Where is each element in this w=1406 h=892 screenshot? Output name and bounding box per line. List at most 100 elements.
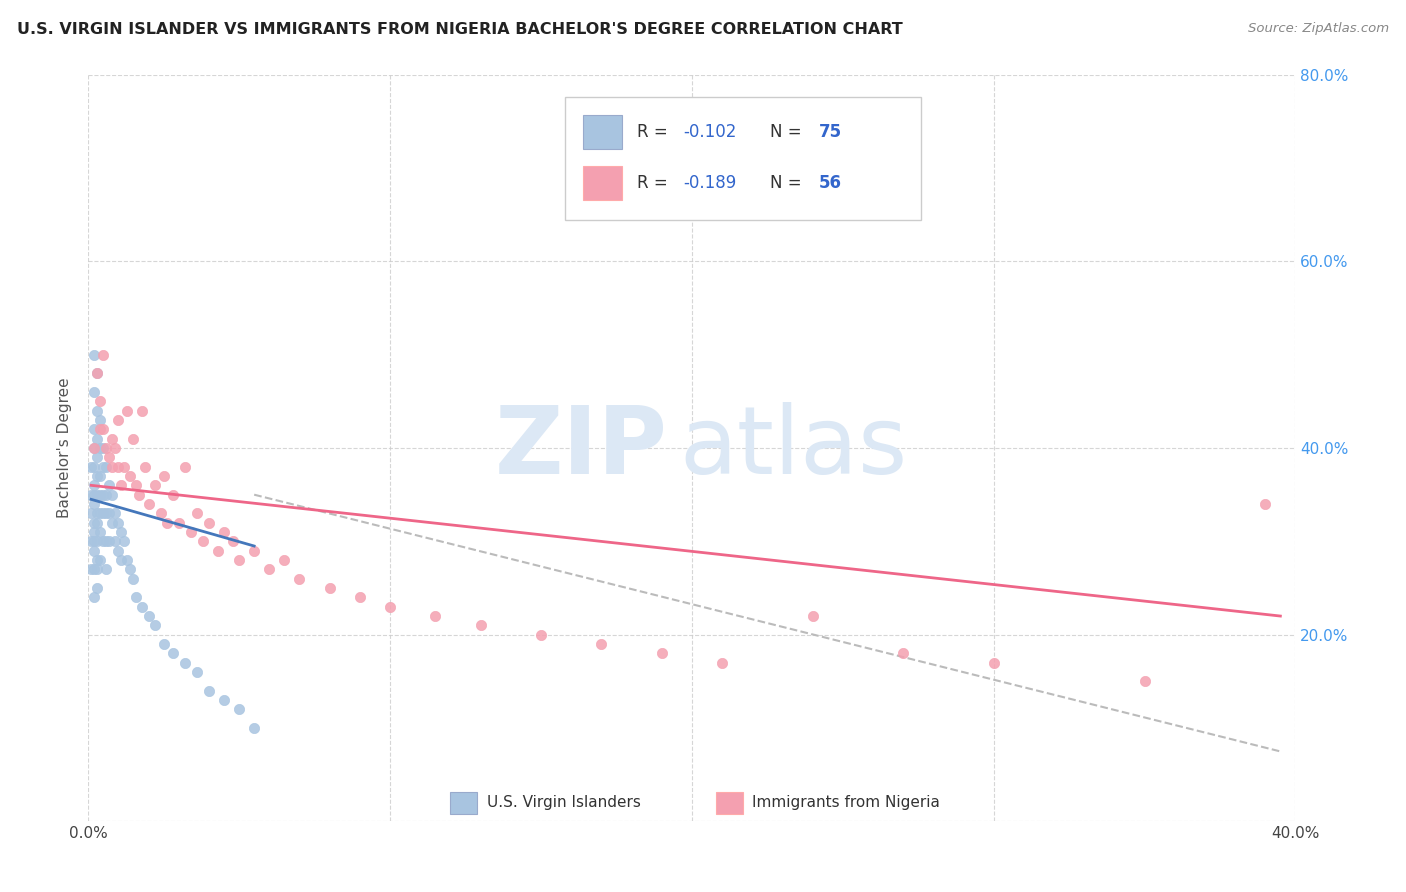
Point: [156, 516, 179, 530]
Point: [98, 450, 121, 465]
Point: [101, 459, 124, 474]
Point: [98, 534, 121, 549]
Point: [83, 543, 105, 558]
Point: [98, 507, 121, 521]
Point: [83, 534, 105, 549]
Point: [80, 534, 103, 549]
Point: [86, 488, 108, 502]
Point: [131, 403, 153, 417]
Point: [80, 459, 103, 474]
Point: [143, 478, 166, 492]
Point: [349, 591, 371, 605]
Point: [89, 413, 111, 427]
Text: atlas: atlas: [679, 402, 908, 494]
Point: [83, 497, 105, 511]
Point: [89, 553, 111, 567]
Point: [91, 488, 114, 502]
Y-axis label: Bachelor's Degree: Bachelor's Degree: [58, 377, 72, 518]
Point: [378, 599, 401, 614]
Point: [107, 413, 129, 427]
Point: [89, 469, 111, 483]
Point: [96, 534, 118, 549]
Point: [125, 591, 148, 605]
Point: [207, 543, 229, 558]
Point: [104, 507, 127, 521]
FancyBboxPatch shape: [565, 97, 921, 220]
Point: [180, 524, 202, 539]
Point: [89, 422, 111, 436]
Point: [86, 469, 108, 483]
Point: [86, 403, 108, 417]
Point: [83, 562, 105, 576]
Point: [273, 553, 295, 567]
Point: [134, 459, 156, 474]
Point: [243, 543, 266, 558]
Point: [120, 469, 142, 483]
Point: [91, 422, 114, 436]
Point: [198, 683, 221, 698]
Text: U.S. VIRGIN ISLANDER VS IMMIGRANTS FROM NIGERIA BACHELOR'S DEGREE CORRELATION CH: U.S. VIRGIN ISLANDER VS IMMIGRANTS FROM …: [17, 22, 903, 37]
Point: [891, 647, 914, 661]
Point: [86, 516, 108, 530]
Point: [173, 656, 195, 670]
Point: [152, 469, 174, 483]
Text: 56: 56: [818, 174, 842, 192]
Point: [143, 618, 166, 632]
Point: [125, 478, 148, 492]
Point: [83, 591, 105, 605]
Point: [86, 432, 108, 446]
Point: [138, 609, 160, 624]
Point: [110, 524, 132, 539]
Point: [80, 488, 103, 502]
Text: -0.189: -0.189: [683, 174, 737, 192]
Point: [83, 478, 105, 492]
Point: [138, 497, 160, 511]
Point: [89, 441, 111, 455]
Point: [186, 507, 208, 521]
Point: [222, 534, 245, 549]
Point: [198, 516, 221, 530]
Point: [162, 647, 184, 661]
Point: [983, 656, 1005, 670]
Point: [122, 572, 145, 586]
Point: [83, 348, 105, 362]
Point: [107, 459, 129, 474]
Text: Source: ZipAtlas.com: Source: ZipAtlas.com: [1249, 22, 1389, 36]
Point: [80, 562, 103, 576]
Point: [318, 581, 340, 595]
Point: [89, 507, 111, 521]
Point: [91, 507, 114, 521]
Bar: [716, 791, 742, 814]
Point: [86, 507, 108, 521]
Text: -0.102: -0.102: [683, 123, 737, 141]
Text: N =: N =: [770, 123, 807, 141]
Point: [83, 422, 105, 436]
Text: R =: R =: [637, 123, 673, 141]
Point: [1254, 497, 1277, 511]
Point: [186, 665, 208, 679]
Point: [86, 562, 108, 576]
Bar: [450, 791, 477, 814]
Point: [117, 403, 139, 417]
Point: [711, 656, 734, 670]
Text: U.S. Virgin Islanders: U.S. Virgin Islanders: [486, 796, 641, 810]
Point: [122, 432, 145, 446]
Point: [651, 647, 673, 661]
Point: [104, 441, 127, 455]
Point: [591, 637, 613, 651]
Text: 75: 75: [818, 123, 842, 141]
Point: [191, 534, 214, 549]
Point: [110, 478, 132, 492]
Point: [89, 488, 111, 502]
Point: [83, 441, 105, 455]
Point: [86, 553, 108, 567]
Point: [1133, 674, 1156, 689]
Point: [83, 516, 105, 530]
Point: [80, 507, 103, 521]
Point: [120, 562, 142, 576]
Point: [110, 553, 132, 567]
Point: [152, 637, 174, 651]
Point: [425, 609, 447, 624]
Point: [288, 572, 311, 586]
Point: [86, 450, 108, 465]
